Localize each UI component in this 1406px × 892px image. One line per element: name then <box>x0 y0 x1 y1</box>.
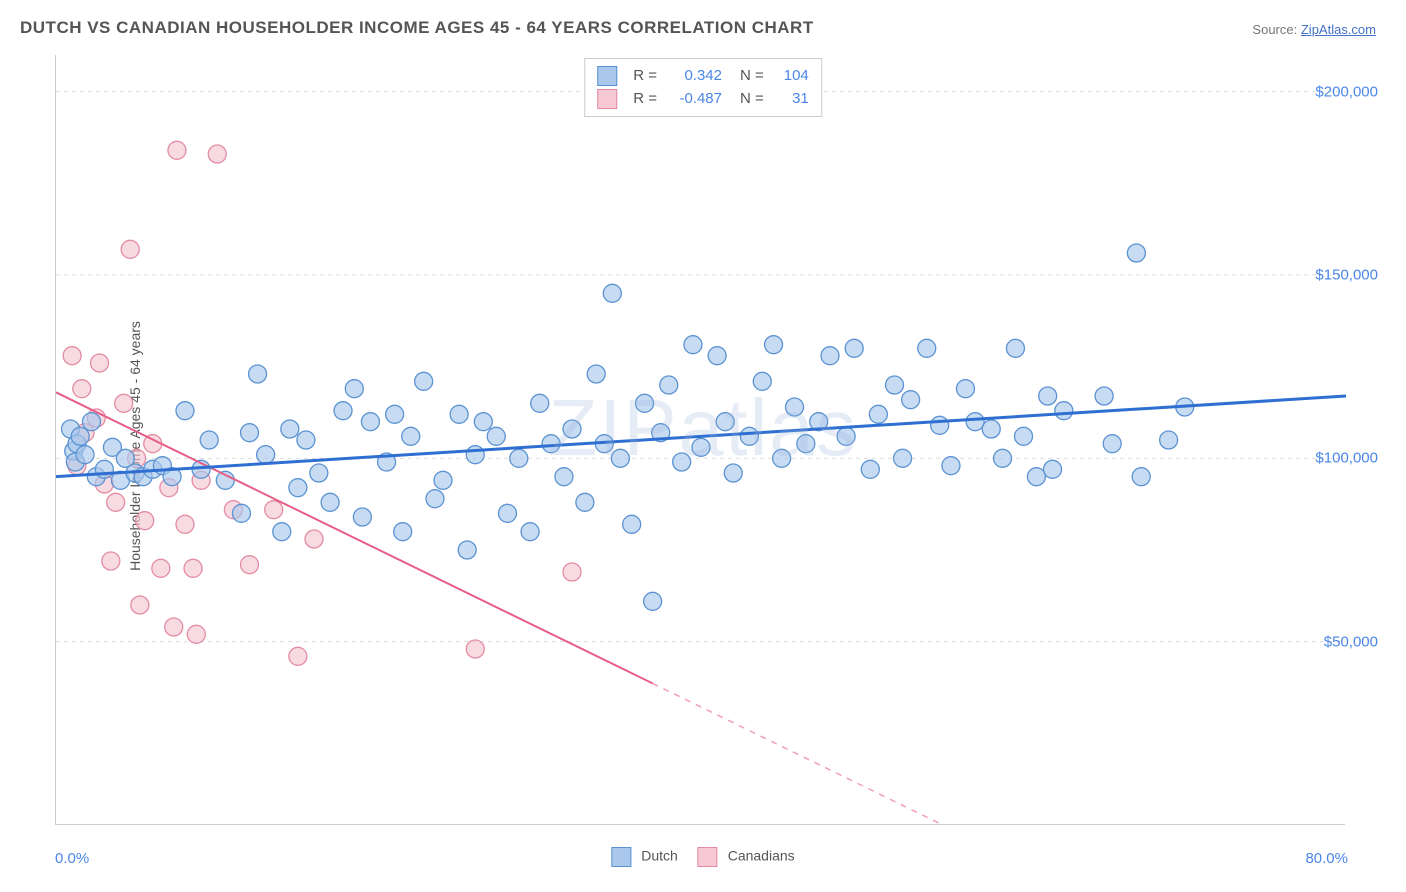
stats-swatch-dutch <box>597 66 617 86</box>
source-label: Source: <box>1252 22 1297 37</box>
n-label: N = <box>740 88 764 111</box>
legend-item-dutch: Dutch <box>611 847 677 867</box>
n-label: N = <box>740 65 764 88</box>
source-link[interactable]: ZipAtlas.com <box>1301 22 1376 37</box>
r-value-dutch: 0.342 <box>667 65 722 88</box>
chart-title: DUTCH VS CANADIAN HOUSEHOLDER INCOME AGE… <box>20 18 814 38</box>
legend-item-canadians: Canadians <box>698 847 795 867</box>
correlation-stats-box: R = 0.342 N = 104 R = -0.487 N = 31 <box>584 58 822 117</box>
stats-swatch-canadians <box>597 89 617 109</box>
stats-row-canadians: R = -0.487 N = 31 <box>597 88 809 111</box>
y-tick-label: $200,000 <box>1315 83 1378 100</box>
x-axis-max-label: 80.0% <box>1305 850 1348 867</box>
legend-swatch-dutch <box>611 847 631 867</box>
stats-row-dutch: R = 0.342 N = 104 <box>597 65 809 88</box>
plot-area <box>55 55 1345 825</box>
bottom-legend: Dutch Canadians <box>611 847 794 867</box>
x-axis-min-label: 0.0% <box>55 850 89 867</box>
r-value-canadians: -0.487 <box>667 88 722 111</box>
r-label: R = <box>633 88 657 111</box>
n-value-dutch: 104 <box>774 65 809 88</box>
legend-swatch-canadians <box>698 847 718 867</box>
y-tick-label: $50,000 <box>1324 633 1378 650</box>
source-attribution: Source: ZipAtlas.com <box>1252 22 1376 37</box>
legend-label-dutch: Dutch <box>641 848 678 864</box>
y-tick-label: $150,000 <box>1315 267 1378 284</box>
legend-label-canadians: Canadians <box>728 848 795 864</box>
n-value-canadians: 31 <box>774 88 809 111</box>
r-label: R = <box>633 65 657 88</box>
y-tick-label: $100,000 <box>1315 450 1378 467</box>
scatter-svg <box>56 55 1346 825</box>
